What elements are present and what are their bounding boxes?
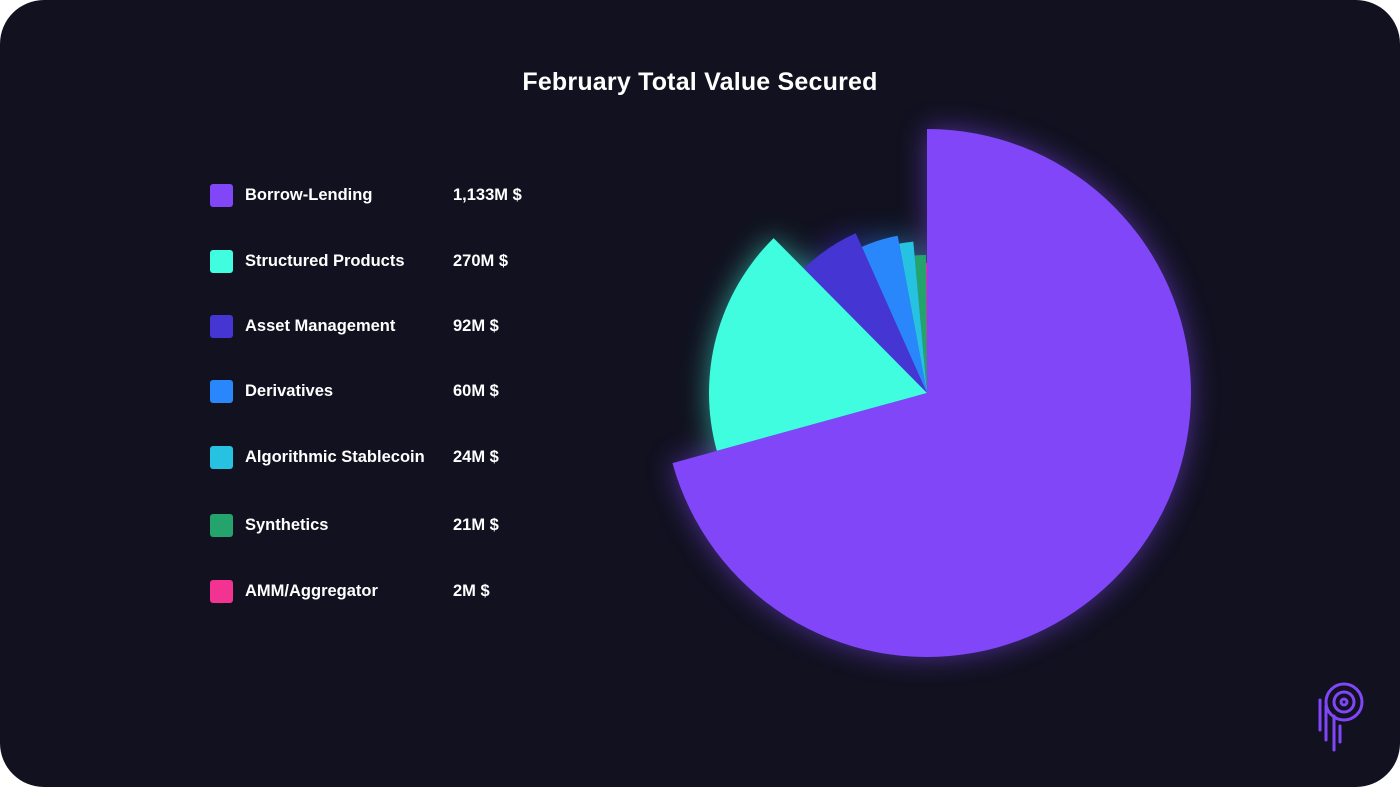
legend-swatch xyxy=(210,580,233,603)
legend-value: 270M $ xyxy=(453,252,509,270)
legend-swatch xyxy=(210,250,233,273)
pie-slice xyxy=(672,129,1191,657)
legend-label: Borrow-Lending xyxy=(245,186,373,204)
legend-item: Borrow-Lending 1,133M $ xyxy=(210,184,630,208)
legend-label: Structured Products xyxy=(245,252,405,270)
legend-swatch xyxy=(210,315,233,338)
legend-label: Derivatives xyxy=(245,382,334,400)
brand-p-logo-icon xyxy=(1318,682,1364,752)
pie-slice xyxy=(899,241,927,393)
legend-swatch xyxy=(210,514,233,537)
pie-slice xyxy=(861,235,927,393)
legend-value: 21M $ xyxy=(453,516,499,534)
legend-label: Synthetics xyxy=(245,516,329,534)
legend-label: Asset Management xyxy=(245,317,396,335)
legend-value: 1,133M $ xyxy=(453,186,522,204)
legend-item: Synthetics 21M $ xyxy=(210,514,630,538)
legend-item: Derivatives 60M $ xyxy=(210,380,630,404)
legend-swatch xyxy=(210,446,233,469)
legend-value: 60M $ xyxy=(453,382,499,400)
legend-swatch xyxy=(210,380,233,403)
legend-item: Algorithmic Stablecoin 24M $ xyxy=(210,446,630,470)
legend-item: Asset Management 92M $ xyxy=(210,315,630,339)
legend-item: Structured Products 270M $ xyxy=(210,250,630,274)
pie-slice xyxy=(914,255,927,393)
legend-value: 92M $ xyxy=(453,317,499,335)
legend-item: AMM/Aggregator 2M $ xyxy=(210,580,630,604)
legend-swatch xyxy=(210,184,233,207)
chart-title: February Total Value Secured xyxy=(522,68,878,96)
legend-label: Algorithmic Stablecoin xyxy=(245,448,425,466)
chart-legend: Borrow-Lending 1,133M $ Structured Produ… xyxy=(210,0,630,787)
pie-slice xyxy=(709,238,927,451)
legend-value: 24M $ xyxy=(453,448,499,466)
pie-slice xyxy=(803,233,927,393)
legend-label: AMM/Aggregator xyxy=(245,582,378,600)
legend-value: 2M $ xyxy=(453,582,490,600)
